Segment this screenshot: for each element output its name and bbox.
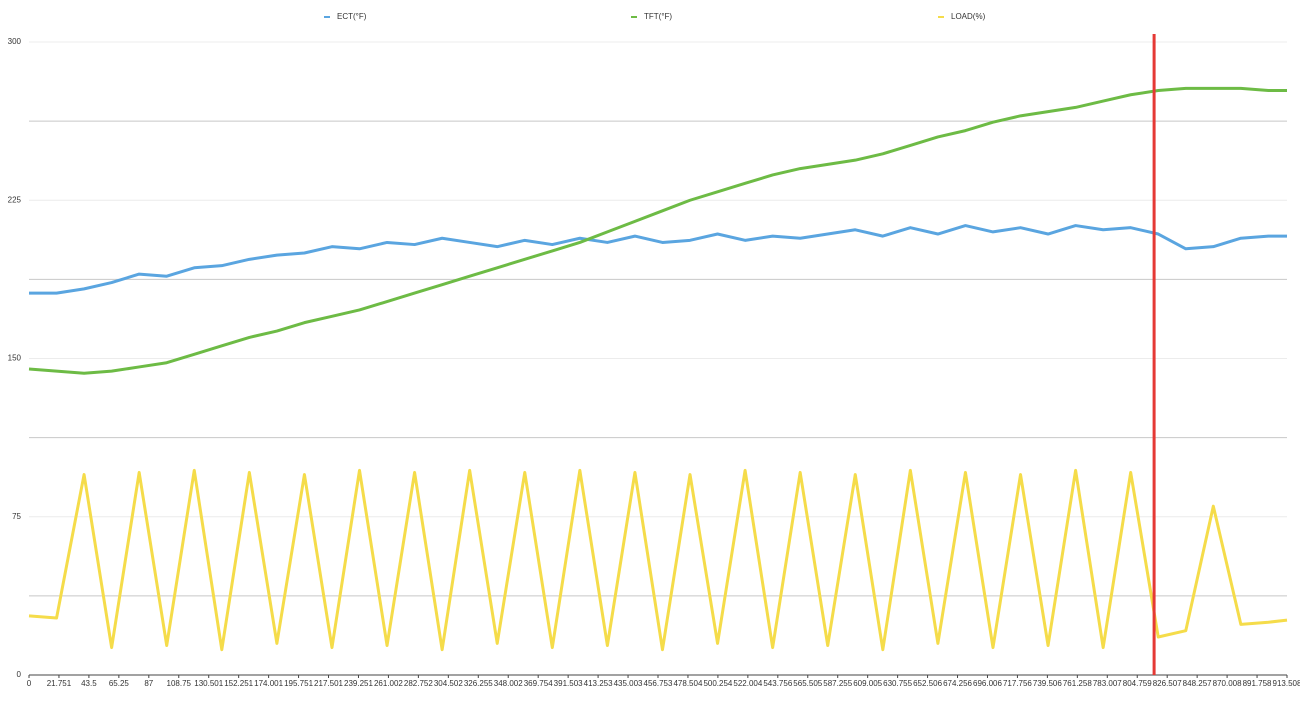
- x-tick-label: 413.253: [584, 679, 613, 688]
- x-tick-label: 217.501: [314, 679, 343, 688]
- x-tick-label: 804.759: [1123, 679, 1152, 688]
- x-tick-label: 587.255: [823, 679, 852, 688]
- x-tick-label: 761.258: [1063, 679, 1092, 688]
- x-tick-label: 65.25: [109, 679, 130, 688]
- x-tick-label: 348.002: [494, 679, 523, 688]
- x-tick-label: 21.751: [47, 679, 72, 688]
- x-tick-label: 304.502: [434, 679, 463, 688]
- x-tick-label: 913.508: [1273, 679, 1300, 688]
- x-tick-label: 87: [144, 679, 153, 688]
- x-tick-label: 369.754: [524, 679, 553, 688]
- x-tick-label: 826.507: [1153, 679, 1182, 688]
- x-tick-label: 543.756: [763, 679, 792, 688]
- x-tick-label: 870.008: [1213, 679, 1242, 688]
- x-tick-label: 630.755: [883, 679, 912, 688]
- x-tick-label: 435.003: [614, 679, 643, 688]
- y-tick-label: 0: [17, 670, 22, 679]
- legend-label: LOAD(%): [951, 12, 986, 21]
- x-tick-label: 696.006: [973, 679, 1002, 688]
- legend-label: ECT(°F): [337, 12, 367, 21]
- x-tick-label: 674.256: [943, 679, 972, 688]
- x-tick-label: 282.752: [404, 679, 433, 688]
- x-tick-label: 152.251: [224, 679, 253, 688]
- x-tick-label: 652.506: [913, 679, 942, 688]
- y-tick-label: 150: [8, 354, 22, 363]
- x-tick-label: 195.751: [284, 679, 313, 688]
- x-tick-label: 174.001: [254, 679, 283, 688]
- x-tick-label: 326.255: [464, 679, 493, 688]
- x-tick-label: 500.254: [703, 679, 732, 688]
- legend-label: TFT(°F): [644, 12, 672, 21]
- x-tick-label: 717.756: [1003, 679, 1032, 688]
- x-tick-label: 478.504: [673, 679, 702, 688]
- x-tick-label: 522.004: [733, 679, 762, 688]
- x-tick-label: 565.505: [793, 679, 822, 688]
- x-tick-label: 783.007: [1093, 679, 1122, 688]
- y-tick-label: 75: [12, 512, 21, 521]
- x-tick-label: 891.758: [1243, 679, 1272, 688]
- series-line: [29, 224, 1287, 295]
- x-tick-label: 239.251: [344, 679, 373, 688]
- x-tick-label: 108.75: [167, 679, 192, 688]
- x-tick-label: 391.503: [554, 679, 583, 688]
- y-tick-label: 225: [8, 195, 22, 204]
- x-tick-label: 261.002: [374, 679, 403, 688]
- x-tick-label: 609.005: [853, 679, 882, 688]
- x-tick-label: 130.501: [194, 679, 223, 688]
- series-line: [28, 86, 1287, 375]
- x-tick-label: 456.753: [644, 679, 673, 688]
- x-tick-label: 848.257: [1183, 679, 1212, 688]
- series-line: [28, 468, 1288, 652]
- x-tick-label: 0: [27, 679, 32, 688]
- x-tick-label: 43.5: [81, 679, 97, 688]
- y-tick-label: 300: [8, 37, 22, 46]
- x-tick-label: 739.506: [1033, 679, 1062, 688]
